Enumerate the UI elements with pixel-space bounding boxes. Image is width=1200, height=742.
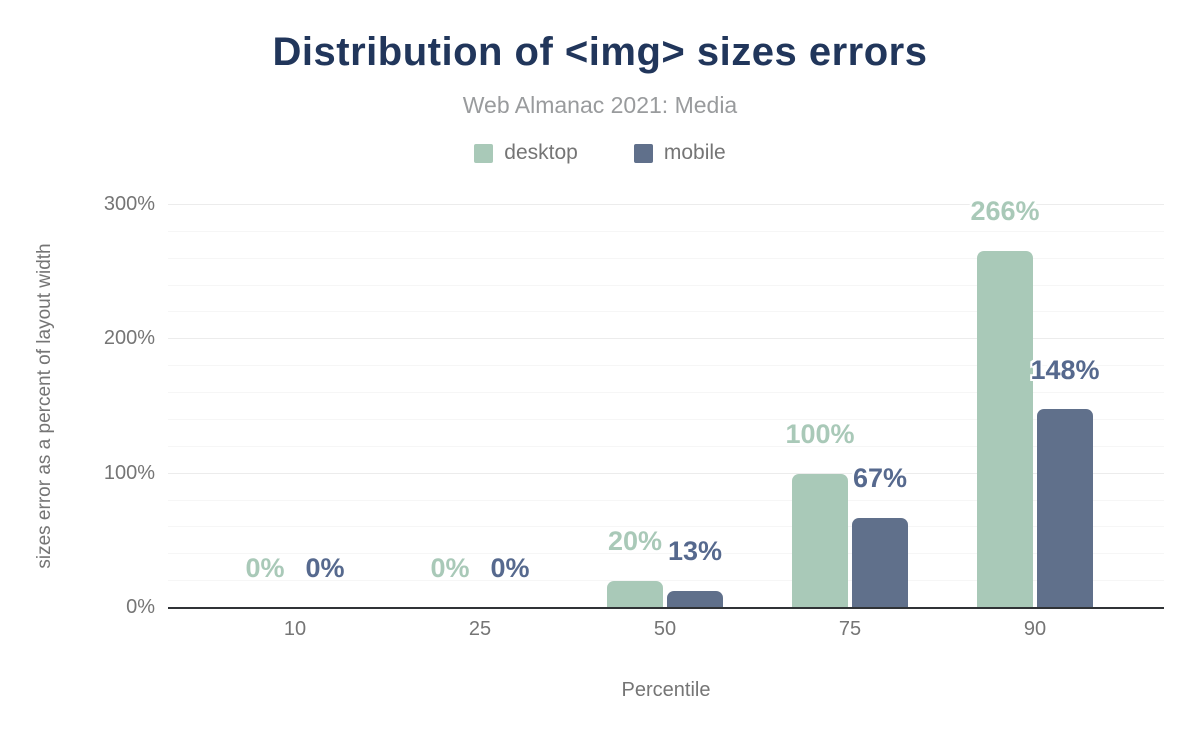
gridline-major [168,204,1164,205]
bar-desktop-p75[interactable] [792,473,848,608]
value-label-mobile-p75: 67% [852,463,908,494]
chart-title: Distribution of <img> sizes errors [272,30,928,74]
gridline-minor [168,365,1164,367]
legend-label-desktop: desktop [504,141,578,164]
legend-item-desktop[interactable]: desktop [474,141,578,165]
bar-desktop-p90[interactable] [977,250,1033,608]
bar-mobile-p50[interactable] [667,590,723,608]
value-label-desktop-p50: 20% [607,526,663,557]
x-tick-label-10: 10 [283,618,307,640]
x-axis-title: Percentile [621,679,711,701]
gridline-minor [168,230,1164,232]
value-label-desktop-p75: 100% [785,418,855,449]
gridline-minor [168,418,1164,420]
chart-subtitle: Web Almanac 2021: Media [462,92,738,118]
gridline-minor [168,580,1164,582]
desktop-swatch-icon [474,143,494,163]
gridline-minor [168,499,1164,501]
plot-area: 0% 0% 0% 0% 20% 13% 100% 67% 266% 148% [168,196,1164,609]
value-label-desktop-p90: 266% [970,196,1040,226]
gridline-major [168,338,1164,340]
x-tick-label-50: 50 [653,618,677,640]
bar-mobile-p75[interactable] [852,518,908,608]
value-label-mobile-p90: 148% [1030,354,1100,385]
value-label-mobile-p25: 0% [490,553,530,584]
value-label-desktop-p10: 0% [245,553,285,584]
gridline-minor [168,257,1164,259]
x-tick-label-75: 75 [838,618,862,640]
x-tick-label-25: 25 [468,618,492,640]
x-tick-label-90: 90 [1023,618,1047,640]
value-label-mobile-p50: 13% [667,535,723,566]
y-tick-label-0: 0% [126,596,155,618]
value-label-mobile-p10: 0% [305,553,345,584]
y-tick-label-100: 100% [103,461,155,484]
y-axis-title: sizes error as a percent of layout width [34,243,55,569]
mobile-swatch-icon [633,143,653,163]
gridline-minor [168,392,1164,394]
legend: desktop mobile [0,141,1200,165]
legend-item-mobile[interactable]: mobile [633,141,726,165]
gridline-minor [168,553,1164,555]
gridline-minor [168,526,1164,528]
bar-desktop-p50[interactable] [607,581,663,608]
gridline-major [168,472,1164,474]
bar-mobile-p90[interactable] [1037,409,1093,608]
gridline-minor [168,284,1164,286]
gridline-minor [168,311,1164,313]
legend-label-mobile: mobile [663,141,726,164]
y-tick-label-300: 300% [103,193,155,215]
gridline-minor [168,445,1164,447]
x-axis-line [168,607,1164,609]
y-tick-label-200: 200% [103,327,155,350]
value-label-desktop-p25: 0% [430,553,470,584]
